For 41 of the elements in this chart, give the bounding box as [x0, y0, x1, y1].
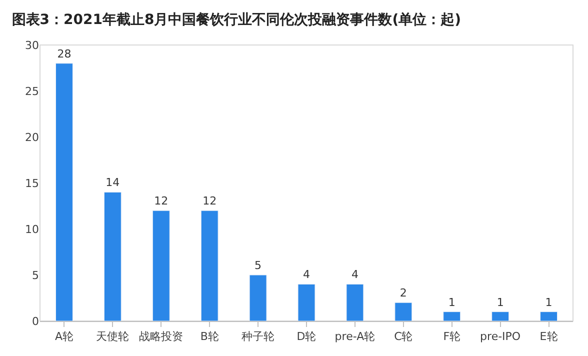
x-tick-label: F轮	[443, 330, 461, 344]
x-tick-label: pre-IPO	[480, 330, 521, 344]
x-tick-label: pre-A轮	[334, 330, 376, 344]
data-label: 4	[303, 268, 310, 282]
y-tick-label: 15	[25, 176, 39, 190]
bar	[298, 284, 316, 321]
data-label: 12	[202, 194, 217, 208]
x-tick-label: A轮	[54, 330, 74, 344]
bar	[492, 312, 510, 321]
data-label: 2	[400, 286, 407, 300]
bar	[394, 302, 412, 321]
data-label: 28	[57, 47, 72, 60]
bar	[56, 63, 73, 321]
bar	[346, 284, 364, 321]
bar	[104, 192, 122, 321]
bar	[443, 312, 461, 321]
chart-title: 图表3：2021年截止8月中国餐饮行业不同伦次投融资事件数(单位：起)	[12, 12, 462, 28]
data-label: 5	[254, 259, 262, 272]
y-tick-label: 0	[32, 314, 39, 328]
bar	[249, 274, 267, 321]
data-label: 1	[448, 296, 456, 309]
y-tick-label: 5	[32, 268, 39, 282]
bar	[200, 210, 218, 321]
data-label: 1	[545, 296, 552, 309]
x-tick-label: E轮	[540, 330, 558, 344]
y-tick-label: 30	[25, 38, 39, 52]
x-tick-label: C轮	[394, 330, 413, 344]
bar	[152, 210, 170, 321]
y-tick-label: 20	[25, 130, 39, 144]
y-tick-label: 10	[25, 222, 39, 236]
data-label: 12	[154, 194, 168, 208]
x-tick-label: 战略投资	[139, 330, 184, 344]
x-tick-label: B轮	[200, 330, 219, 344]
x-tick-label: 种子轮	[242, 330, 275, 344]
x-tick-label: D轮	[296, 330, 316, 344]
data-label: 14	[106, 176, 120, 190]
data-label: 4	[351, 268, 358, 282]
y-tick-label: 25	[25, 84, 39, 98]
x-tick-label: 天使轮	[96, 330, 130, 344]
data-label: 1	[496, 296, 504, 309]
bar	[540, 312, 558, 321]
